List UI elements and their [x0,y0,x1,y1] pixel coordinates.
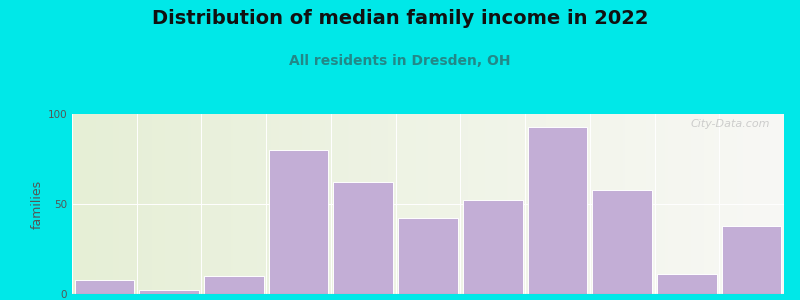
Bar [204,276,263,294]
Bar [398,218,458,294]
Bar [722,226,782,294]
Y-axis label: families: families [30,179,43,229]
Text: City-Data.com: City-Data.com [690,119,770,129]
Text: All residents in Dresden, OH: All residents in Dresden, OH [290,54,510,68]
Bar [528,127,587,294]
Bar [657,274,717,294]
Bar [593,190,652,294]
Text: Distribution of median family income in 2022: Distribution of median family income in … [152,9,648,28]
Bar [74,280,134,294]
Bar [334,182,393,294]
Bar [139,290,199,294]
Bar [269,150,328,294]
Bar [463,200,522,294]
